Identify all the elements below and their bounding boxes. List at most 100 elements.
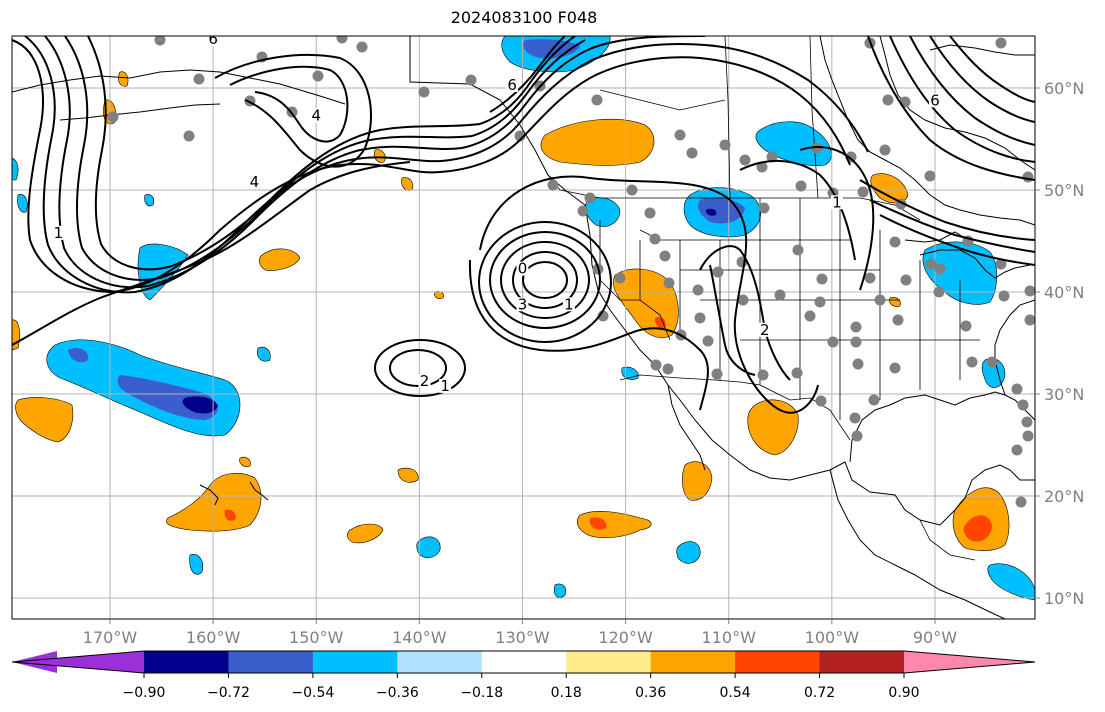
contour-label: 2: [420, 372, 430, 390]
anomaly-region: [416, 536, 441, 559]
station-dot: [879, 144, 891, 156]
station-dot: [795, 180, 807, 192]
station-dot: [107, 111, 119, 123]
contour-label: 4: [250, 173, 260, 191]
station-dot: [1022, 430, 1034, 442]
station-dot: [659, 250, 671, 262]
contour-label: 1: [54, 224, 64, 242]
anomaly-region: [144, 194, 155, 207]
coastlines: [12, 36, 1035, 619]
lon-tick-label: 130°W: [495, 628, 550, 647]
station-dot: [711, 368, 723, 380]
latitude-labels: 60°N 50°N 40°N 30°N 20°N 10°N: [1035, 79, 1084, 608]
station-dot: [811, 142, 823, 154]
station-dot: [547, 179, 559, 191]
station-dot: [418, 86, 430, 98]
station-dot: [874, 294, 886, 306]
station-dot: [960, 320, 972, 332]
contour-label-bg: [52, 225, 65, 240]
station-dot: [925, 258, 937, 270]
lon-tick-label: 120°W: [598, 628, 653, 647]
contour-label: 1: [440, 377, 450, 395]
longitude-labels: 170°W 160°W 150°W 140°W 130°W 120°W 110°W 100°W…: [83, 619, 957, 647]
lon-tick-label: 100°W: [805, 628, 860, 647]
contour-label: 0: [518, 260, 528, 278]
anomaly-region: [259, 248, 301, 271]
station-dot: [889, 236, 901, 248]
station-dot: [791, 367, 803, 379]
anomaly-region: [676, 541, 701, 564]
colorbar-tick-label: 0.54: [720, 685, 751, 701]
anomaly-region: [747, 399, 799, 456]
anomaly-region: [373, 149, 386, 163]
station-dot: [966, 356, 978, 368]
station-dot: [792, 244, 804, 256]
anomaly-region: [397, 467, 419, 483]
station-dot: [312, 70, 324, 82]
station-dot: [626, 184, 638, 196]
lat-tick-label: 10°N: [1044, 589, 1084, 608]
station-dot: [758, 202, 770, 214]
contour-label: 3: [518, 295, 528, 313]
contour-label-bg: [758, 322, 771, 337]
anomaly-region: [224, 509, 236, 521]
station-dot: [1017, 399, 1029, 411]
station-dot: [1011, 444, 1023, 456]
anomaly-region: [17, 194, 28, 213]
lat-tick-label: 60°N: [1044, 79, 1084, 98]
station-dot: [154, 36, 166, 46]
anomaly-region: [189, 554, 203, 575]
lat-tick-label: 40°N: [1044, 283, 1084, 302]
contour-label-bg: [248, 174, 261, 189]
station-dot: [1024, 285, 1035, 297]
contour-lines: [12, 36, 1035, 414]
station-dot: [816, 273, 828, 285]
station-dot: [183, 130, 195, 142]
colorbar-tick-labels: −0.90 −0.72 −0.54 −0.36 −0.18 0.18 0.36 0.54 0.7…: [123, 673, 920, 701]
colorbar-tick-label: −0.18: [460, 685, 503, 701]
anomaly-region: [705, 208, 717, 216]
colorbar-tick-label: −0.90: [123, 685, 166, 701]
station-dot: [995, 37, 1007, 49]
lon-tick-label: 150°W: [289, 628, 344, 647]
colorbar-bin: [144, 651, 229, 673]
contour-label: 4: [311, 107, 321, 125]
station-dot: [663, 277, 675, 289]
station-dot: [465, 74, 477, 86]
station-dot: [614, 272, 626, 284]
station-dot: [756, 161, 768, 173]
colorbar-bin: [481, 651, 567, 673]
colorbar-bin: [397, 651, 483, 673]
lat-tick-label: 50°N: [1044, 181, 1084, 200]
station-dot: [1024, 314, 1035, 326]
station-dot: [1021, 416, 1033, 428]
map-frame: [11, 35, 1036, 620]
anomaly-region: [257, 346, 271, 362]
station-dot: [850, 336, 862, 348]
station-dot: [924, 170, 936, 182]
contour-label-bg: [506, 78, 519, 92]
contour-label-bg: [310, 108, 323, 123]
station-dot: [674, 129, 686, 141]
contour-label: 6: [507, 76, 517, 94]
station-markers: [107, 36, 1035, 508]
station-dot: [336, 36, 348, 44]
station-dot: [356, 41, 368, 53]
colorbar-tick-label: −0.54: [291, 685, 334, 701]
station-dot: [850, 321, 862, 333]
station-dot: [686, 147, 698, 159]
station-dot: [692, 284, 704, 296]
station-dot: [1022, 171, 1034, 183]
lon-tick-label: 110°W: [702, 628, 757, 647]
colorbar-tick-label: 0.72: [804, 685, 835, 701]
contour-label-bg: [418, 373, 431, 388]
contour-label-bg: [439, 378, 452, 393]
station-dot: [739, 154, 751, 166]
station-dot: [712, 266, 724, 278]
station-dot: [986, 356, 998, 368]
colorbar-bin: [650, 651, 736, 673]
lon-tick-label: 90°W: [913, 628, 957, 647]
station-dot: [577, 205, 589, 217]
station-dot: [851, 430, 863, 442]
anomaly-region: [118, 71, 129, 87]
